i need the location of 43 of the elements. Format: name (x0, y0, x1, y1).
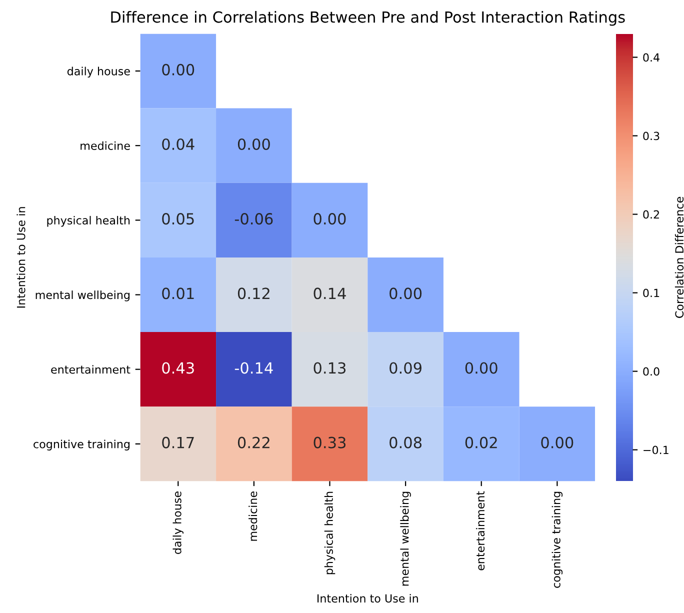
color-bar-label: 0.4 (643, 53, 660, 62)
y-tick-label: daily house (67, 66, 130, 78)
color-bar-label: −0.1 (644, 446, 668, 454)
data-label: 0.00 (465, 362, 498, 374)
data-label: 0.04 (162, 138, 194, 150)
data-label: 0.14 (314, 288, 346, 300)
data-label: 0.13 (314, 362, 346, 374)
data-label: 0.00 (314, 213, 346, 225)
color-bar-label: 0.3 (643, 132, 660, 140)
color-bar-label: 0.0 (643, 367, 660, 376)
data-label: 0.00 (162, 64, 194, 76)
data-label: 0.01 (162, 288, 194, 300)
color-bar-label: 0.1 (643, 288, 660, 298)
data-label: 0.33 (314, 436, 346, 448)
data-label: 0.00 (541, 436, 574, 448)
y-tick-label: medicine (80, 141, 130, 150)
data-label: 0.02 (465, 436, 497, 448)
x-tick-label: mental wellbeing (400, 492, 411, 586)
y-tick-label: physical health (47, 216, 130, 227)
data-label: 0.43 (162, 362, 194, 374)
data-label: 0.00 (390, 288, 422, 300)
data-label: 0.08 (390, 436, 422, 448)
x-tick-label: daily house (172, 492, 184, 554)
x-tick-label: entertainment (476, 491, 485, 570)
y-tick-label: cognitive training (34, 440, 130, 450)
data-label: 0.17 (162, 436, 194, 448)
data-label: -0.14 (234, 362, 273, 374)
color-bar-label: 0.2 (643, 210, 659, 219)
data-label: 0.09 (390, 362, 422, 374)
data-label: -0.06 (234, 213, 273, 225)
x-axis-title: Intention to Use in (318, 594, 418, 603)
data-label: 0.12 (238, 288, 270, 300)
color-bar-title: Correlation Difference (674, 196, 684, 318)
chart-title: Difference in Correlations Between Pre and Post Interaction Ratings (111, 10, 625, 26)
data-label: 0.22 (238, 436, 270, 448)
x-tick-label: physical health (324, 492, 336, 574)
data-label: 0.00 (238, 138, 270, 150)
y-tick-label: entertainment (51, 365, 130, 374)
data-label: 0.05 (162, 213, 194, 225)
y-axis-title: Intention to Use in (16, 207, 26, 308)
x-tick-label: cognitive training (552, 492, 563, 588)
x-tick-label: medicine (248, 492, 258, 541)
y-tick-label: mental wellbeing (36, 290, 130, 302)
